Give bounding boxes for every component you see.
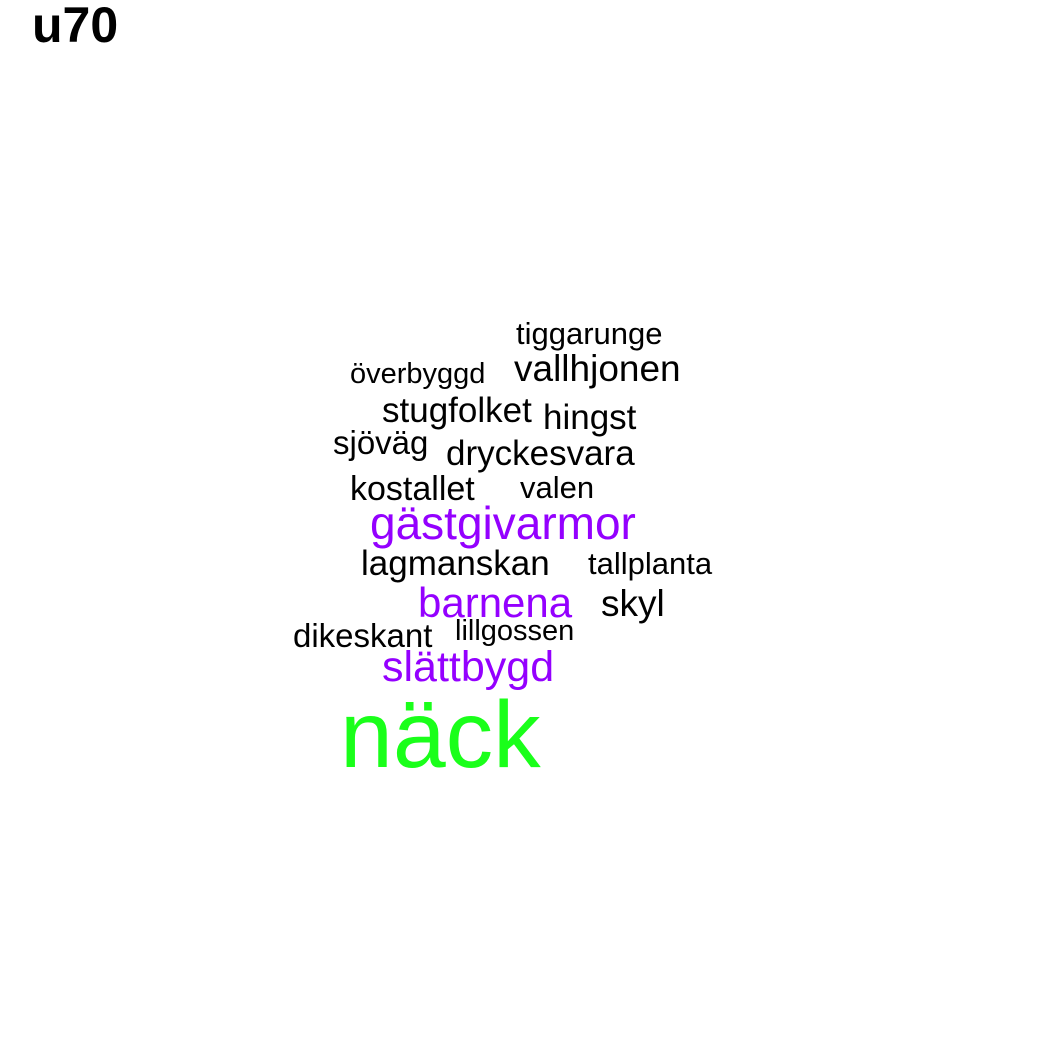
word-lillgossen: lillgossen bbox=[455, 615, 575, 647]
word-nack: näck bbox=[340, 682, 541, 788]
word-valen: valen bbox=[520, 470, 595, 505]
word-vallhjonen: vallhjonen bbox=[514, 348, 681, 389]
word-hingst: hingst bbox=[543, 398, 637, 437]
word-skyl: skyl bbox=[601, 583, 665, 624]
word-overbyggd: överbyggd bbox=[350, 358, 486, 390]
word-tallplanta: tallplanta bbox=[588, 546, 713, 581]
page-title: u70 bbox=[32, 0, 119, 53]
word-gastgivarmor: gästgivarmor bbox=[370, 497, 636, 549]
word-lagmanskan: lagmanskan bbox=[361, 544, 550, 583]
word-slattbygd: slättbygd bbox=[382, 643, 555, 691]
word-sjovag: sjöväg bbox=[333, 424, 429, 461]
word-tiggarunge: tiggarunge bbox=[516, 316, 663, 351]
word-dikeskant: dikeskant bbox=[293, 617, 433, 654]
word-stugfolket: stugfolket bbox=[382, 391, 532, 430]
word-barnena: barnena bbox=[418, 579, 573, 626]
word-kostallet: kostallet bbox=[350, 470, 475, 508]
word-dryckesvara: dryckesvara bbox=[446, 434, 635, 473]
